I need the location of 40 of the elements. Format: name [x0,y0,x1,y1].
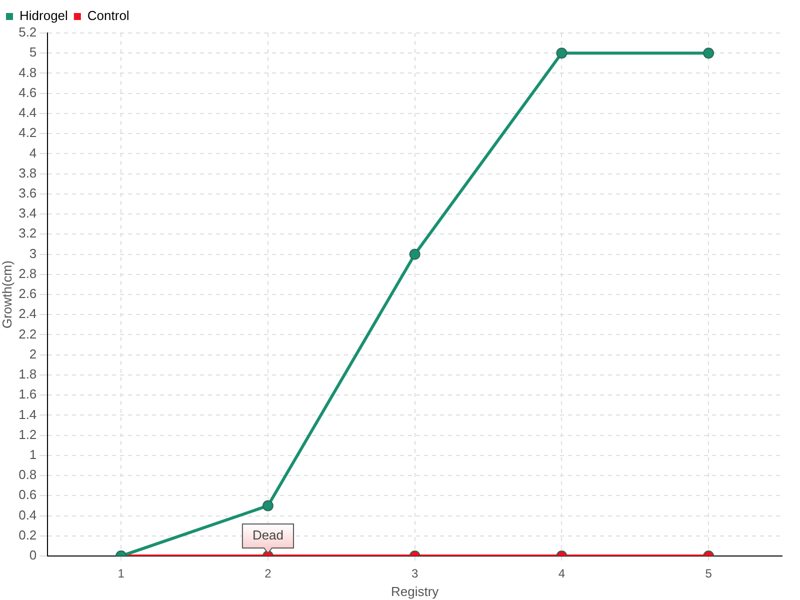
y-tick-label: 1.8 [18,366,37,382]
y-tick-label: 5 [29,44,37,60]
y-tick-label: 5.2 [18,24,37,40]
y-tick-label: 2.2 [18,326,37,342]
y-tick-label: 2.4 [18,306,37,322]
x-tick-label: 3 [411,566,418,581]
point [556,48,568,59]
y-tick-label: 2.8 [18,266,37,281]
y-tick-label: 1.4 [18,406,37,422]
x-axis-title: Registry [390,584,440,599]
point [703,48,714,59]
y-tick-label: 0.2 [18,527,37,542]
y-tick-label: 0.8 [18,467,37,482]
y-tick-label: 0.4 [18,507,37,522]
y-tick-label: 3.8 [18,165,37,180]
y-tick-label: 3.2 [18,226,37,241]
annotation: Dead [252,528,284,543]
x-tick-label: 4 [558,566,566,581]
y-tick-label: 1 [29,447,37,462]
y-tick-label: 1.6 [18,386,37,402]
y-tick-label: 3.6 [18,186,37,200]
y-tick-label: 4.4 [18,105,37,120]
legend-label: Hidrogel [20,8,68,24]
point [409,248,420,260]
y-tick-label: 2.6 [18,286,37,302]
y-tick-label: 4 [29,145,37,160]
y-tick-label: 3 [29,246,37,261]
y-tick-label: 4.2 [18,125,37,140]
x-tick-label: 5 [705,566,712,581]
x-tick-label: 2 [264,566,272,581]
y-tick-label: 3.4 [18,206,37,221]
y-tick-label: 4.6 [18,84,37,100]
legend-label: Control [87,8,130,24]
y-axis-title: Growth(cm) [0,260,14,328]
y-tick-label: 4.8 [18,64,37,80]
y-tick-label: 2 [29,346,37,362]
y-tick-label: 1.2 [18,426,37,442]
y-tick-label: 0.6 [18,487,37,502]
x-tick-label: 1 [118,566,125,581]
y-tick-label: 0 [29,548,37,563]
